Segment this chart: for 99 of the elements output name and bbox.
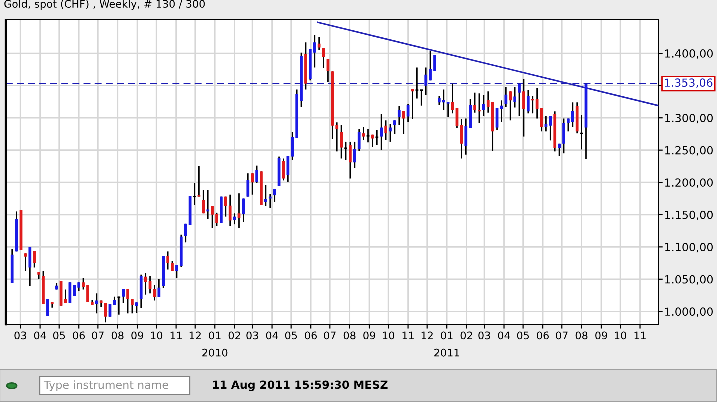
candlestick [415, 67, 420, 100]
x-tick-label: 03 [478, 332, 490, 340]
candlestick [504, 86, 508, 108]
x-tick-label: 10 [151, 332, 163, 340]
chart-title: Gold, spot (CHF) , Weekly, # 130 / 300 [4, 0, 206, 10]
x-tick-label: 10 [615, 332, 627, 340]
text: 11 Aug 2011 15:59:30 MESZ [213, 380, 388, 392]
candlestick [398, 106, 401, 126]
candlestick [549, 115, 552, 142]
x-tick-label: 03 [246, 332, 258, 340]
candlestick [474, 92, 476, 114]
candlestick [246, 172, 250, 198]
candlestick [406, 104, 410, 123]
candlestick [394, 120, 396, 135]
y-tick-label: 1.100,00 [665, 243, 713, 253]
x-tick-label: 04 [266, 332, 278, 340]
candlestick [68, 282, 72, 304]
x-tick-label: 04 [34, 332, 46, 340]
candlestick [64, 289, 68, 304]
candlestick [358, 128, 361, 152]
candlestick [24, 252, 28, 272]
x-tick-label: 08 [344, 332, 356, 340]
x-tick-label: 08 [576, 332, 588, 340]
y-tick-label: 1.250,00 [665, 146, 713, 156]
x-tick-label: 04 [498, 332, 510, 340]
candlestick [192, 182, 197, 206]
x-tick-label: 07 [324, 332, 336, 340]
candlestick [28, 246, 32, 288]
candlestick [264, 184, 268, 208]
candlestick [514, 86, 516, 108]
y-tick-label: 1.200,00 [665, 178, 713, 188]
y-tick-label: 1.400,00 [665, 50, 713, 60]
candlestick [482, 94, 486, 117]
x-tick-label: 05 [53, 332, 66, 340]
x-tick-label: 03 [14, 332, 26, 340]
x-tick-label: 08 [112, 332, 124, 340]
candlestick [402, 110, 406, 135]
candlestick [384, 120, 388, 141]
candlestick [558, 143, 561, 157]
candlestick [380, 114, 384, 152]
x-tick-label: 10 [383, 332, 395, 340]
candlestick [446, 101, 450, 118]
x-tick-label: 01 2011 [434, 332, 460, 357]
y-tick-label: 1.050,00 [665, 275, 713, 285]
x-tick-label: 06 [73, 332, 86, 340]
candlestick [131, 298, 134, 314]
candlestick [366, 128, 370, 144]
candlestick [256, 165, 258, 184]
x-tick-label: 11 [634, 332, 646, 340]
x-tick-label: 05 [517, 332, 530, 340]
x-tick-label: 02 [460, 332, 472, 340]
x-tick-label: 07 [556, 332, 568, 340]
candlestick [95, 292, 98, 314]
candlestick [362, 126, 366, 141]
candlestick [526, 90, 530, 114]
candlestick [580, 114, 584, 150]
candlestick [273, 188, 276, 203]
candlestick [318, 36, 321, 52]
x-tick-label: 01 2010 [202, 332, 228, 357]
x-tick-label: 11 [402, 332, 414, 340]
text: Type instrument name [44, 380, 168, 392]
x-tick-label: 11 [170, 332, 182, 340]
x-tick-label: 06 [537, 332, 550, 340]
candlestick [108, 303, 112, 318]
candlestick [33, 250, 36, 269]
x-tick-label: 12 [422, 332, 433, 340]
candlestick [122, 288, 126, 304]
candlestick [135, 302, 138, 314]
y-tick-label: 1.000,00 [665, 308, 713, 318]
candlestick [571, 102, 574, 128]
candlestick [522, 78, 526, 138]
ref-line-label: 1.353,06 [665, 78, 713, 88]
candlestick [251, 172, 254, 196]
candlestick [202, 190, 206, 214]
candlestick [166, 250, 170, 270]
candlestick [268, 194, 272, 210]
y-tick-label: 1.300,00 [665, 114, 713, 124]
x-tick-label: 05 [285, 332, 298, 340]
candlestick [562, 118, 566, 154]
candlestick [353, 141, 356, 170]
x-tick-label: 09 [364, 332, 376, 340]
x-tick-label: 02 [228, 332, 240, 340]
candlestick [228, 194, 232, 228]
candlestick [518, 83, 521, 117]
x-tick-label: 07 [92, 332, 104, 340]
candlestick [420, 90, 424, 107]
x-tick-label: 09 [132, 332, 144, 340]
x-tick-label: 06 [305, 332, 318, 340]
candlestick [198, 166, 201, 198]
candlestick [509, 90, 512, 122]
candlestick [424, 67, 428, 96]
y-tick-label: 1.150,00 [665, 210, 713, 220]
x-tick-label: 09 [596, 332, 608, 340]
x-tick-label: 12 [190, 332, 201, 340]
candlestick [158, 278, 161, 298]
candlestick [140, 274, 143, 310]
candlestick [389, 124, 392, 143]
candlestick [126, 288, 130, 314]
candlestick [206, 190, 210, 220]
